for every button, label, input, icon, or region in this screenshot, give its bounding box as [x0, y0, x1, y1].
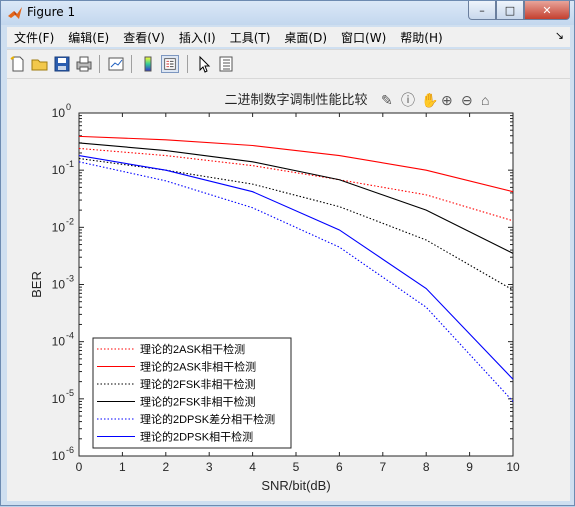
y-tick-exponent: -3 [66, 274, 74, 284]
x-tick-label: 2 [162, 460, 169, 474]
legend-box [92, 337, 292, 449]
y-tick-exponent: -5 [66, 388, 74, 398]
y-tick-exponent: -6 [66, 445, 74, 455]
legend-label: 理论的2FSK非相干检测 [140, 377, 256, 391]
new-figure-icon[interactable] [9, 55, 27, 73]
data-tips-icon[interactable]: ⓘ [401, 92, 415, 108]
window-title: Figure 1 [27, 5, 76, 19]
toolbar-separator [131, 55, 132, 73]
home-icon[interactable]: ⌂ [481, 92, 489, 108]
close-button[interactable]: ✕ [524, 1, 570, 20]
menu-tools[interactable]: 工具(T) [229, 30, 271, 45]
y-tick-label: 10 [52, 449, 66, 463]
x-tick-label: 4 [249, 460, 256, 474]
series-line-0 [78, 147, 514, 222]
x-tick-label: 1 [119, 460, 126, 474]
series-line-3 [78, 142, 514, 254]
matlab-logo-icon [8, 7, 22, 19]
save-icon[interactable] [53, 55, 71, 73]
menu-help[interactable]: 帮助(H) [400, 30, 443, 45]
minimize-button[interactable]: – [468, 1, 496, 20]
title-bar[interactable]: Figure 1 – □ ✕ [1, 1, 574, 25]
legend-label: 理论的2ASK非相干检测 [140, 360, 256, 374]
y-axis-label: BER [29, 271, 44, 298]
zoom-in-icon[interactable]: ⊕ [441, 92, 453, 108]
legend-label: 理论的2FSK非相干检测 [140, 395, 256, 409]
figure-toolbar [7, 49, 570, 79]
insert-legend-icon[interactable] [161, 55, 179, 73]
y-tick-exponent: -1 [66, 159, 74, 169]
y-tick-label: 10 [52, 392, 66, 406]
menu-desktop[interactable]: 桌面(D) [284, 30, 328, 45]
x-tick-label: 6 [336, 460, 343, 474]
x-tick-label: 3 [206, 460, 213, 474]
y-tick-exponent: -4 [66, 331, 74, 341]
x-tick-label: 5 [293, 460, 300, 474]
menu-insert[interactable]: 插入(I) [178, 30, 216, 45]
series-line-2 [78, 157, 514, 291]
legend-label: 理论的2DPSK相干检测 [140, 430, 253, 444]
y-tick-label: 10 [52, 335, 66, 349]
menu-bar: 文件(F) 编辑(E) 查看(V) 插入(I) 工具(T) 桌面(D) 窗口(W… [7, 27, 570, 47]
zoom-out-icon[interactable]: ⊖ [461, 92, 473, 108]
y-tick-label: 10 [52, 220, 66, 234]
x-tick-label: 7 [379, 460, 386, 474]
series-line-4 [78, 161, 514, 402]
x-tick-label: 10 [506, 460, 520, 474]
link-plot-icon[interactable] [107, 55, 125, 73]
toolbar-separator [187, 55, 188, 73]
y-tick-exponent: -2 [66, 216, 74, 226]
edit-plot-arrow-icon[interactable] [195, 55, 213, 73]
x-tick-label: 8 [423, 460, 430, 474]
menu-file[interactable]: 文件(F) [14, 30, 55, 45]
brush-icon[interactable]: ✎ [381, 92, 393, 108]
dock-arrow-icon[interactable]: ↘ [554, 29, 564, 42]
legend-label: 理论的2DPSK差分相干检测 [140, 412, 275, 426]
legend-label: 理论的2ASK相干检测 [140, 342, 245, 356]
open-file-icon[interactable] [31, 55, 49, 73]
window-controls: – □ ✕ [468, 1, 570, 21]
x-tick-label: 0 [76, 460, 83, 474]
y-tick-label: 10 [52, 106, 66, 120]
x-axis-label: SNR/bit(dB) [261, 478, 330, 493]
y-tick-label: 10 [52, 278, 66, 292]
menu-view[interactable]: 查看(V) [123, 30, 165, 45]
insert-colorbar-icon[interactable] [139, 55, 157, 73]
property-inspector-icon[interactable] [217, 55, 235, 73]
y-tick-exponent: 0 [66, 102, 71, 112]
toolbar-separator [99, 55, 100, 73]
menu-window[interactable]: 窗口(W) [341, 30, 387, 45]
chart-title: 二进制数字调制性能比较 [224, 92, 367, 107]
x-tick-label: 9 [466, 460, 473, 474]
maximize-button[interactable]: □ [496, 1, 524, 20]
series-line-5 [78, 155, 514, 380]
menu-edit[interactable]: 编辑(E) [68, 30, 110, 45]
y-tick-label: 10 [52, 163, 66, 177]
pan-icon[interactable]: ✋ [421, 92, 438, 108]
print-icon[interactable] [75, 55, 93, 73]
series-line-1 [78, 135, 514, 193]
